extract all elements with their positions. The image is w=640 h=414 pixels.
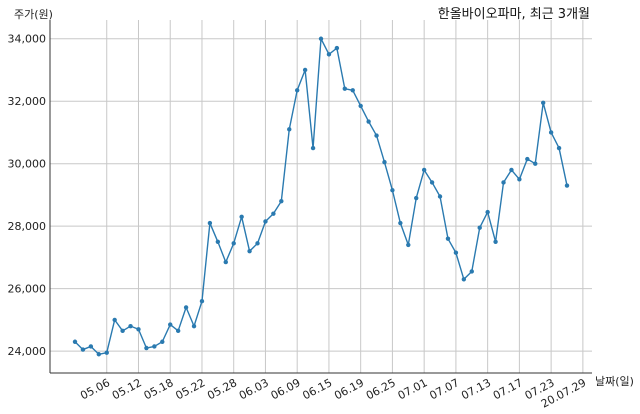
data-point (509, 167, 514, 173)
x-tick-label: 05.12 (110, 376, 144, 402)
data-point (160, 339, 165, 344)
y-tick-label: 34,000 (8, 33, 47, 46)
data-point (429, 180, 435, 185)
data-point (548, 130, 554, 135)
y-tick-label: 24,000 (8, 345, 47, 358)
x-tick-label: 07.07 (427, 376, 461, 402)
data-point (366, 119, 371, 124)
data-point (294, 88, 300, 93)
y-tick-label: 26,000 (8, 283, 47, 296)
data-point (112, 317, 117, 323)
data-point (183, 305, 189, 310)
data-point (191, 323, 197, 329)
y-tick-labels: 24,000 26,000 28,000 30,000 32,000 34,000 (8, 33, 47, 358)
data-point (374, 133, 379, 138)
data-point (334, 45, 340, 51)
x-tick-label: 05.18 (142, 376, 176, 402)
x-axis-label: 날짜(일) (595, 374, 634, 388)
data-point (501, 180, 506, 185)
data-point (152, 344, 157, 349)
x-tick-label: 05.28 (205, 376, 239, 402)
x-tick-label: 07.17 (491, 376, 525, 402)
data-point (199, 298, 205, 304)
x-tick-labels: 05.0605.1205.1805.2205.2806.0306.0906.15… (78, 376, 588, 410)
data-point (287, 127, 292, 132)
y-tick-label: 28,000 (8, 220, 47, 233)
x-tick-label: 06.25 (364, 376, 398, 402)
data-point (88, 344, 94, 349)
x-tick-label: 05.22 (173, 376, 207, 402)
y-tick-label: 30,000 (8, 158, 47, 171)
data-point (390, 188, 395, 193)
data-point (120, 328, 125, 334)
data-point (525, 156, 530, 162)
data-point (247, 248, 252, 254)
data-point (231, 241, 236, 246)
x-tick-label: 07.01 (396, 376, 430, 402)
y-axis-label: 주가(원) (14, 8, 53, 21)
x-tick-label: 05.06 (78, 376, 112, 402)
data-point (72, 339, 78, 344)
grid-lines (50, 20, 592, 373)
data-point (556, 145, 562, 151)
x-tick-label: 06.03 (237, 376, 271, 402)
data-point (326, 52, 332, 57)
data-point (445, 236, 451, 241)
x-tick-label: 06.19 (332, 376, 366, 402)
data-point (533, 161, 538, 166)
data-point (382, 159, 387, 165)
data-point (96, 352, 102, 357)
data-point (128, 323, 133, 329)
data-point (168, 322, 173, 327)
data-point (175, 328, 181, 334)
data-point (469, 269, 474, 274)
data-point (421, 167, 427, 173)
data-point (207, 220, 213, 226)
data-point (223, 259, 228, 265)
data-point (485, 209, 490, 215)
data-point (477, 225, 482, 230)
data-point (271, 211, 276, 216)
data-point (144, 345, 149, 351)
data-point (215, 239, 221, 244)
data-point (302, 67, 308, 73)
data-point (80, 347, 86, 352)
x-tick-label: 06.15 (300, 376, 334, 402)
data-point (104, 350, 109, 355)
data-point (136, 327, 141, 332)
data-point (461, 277, 467, 282)
y-tick-label: 32,000 (8, 95, 47, 108)
data-point (493, 239, 498, 244)
data-point (406, 242, 411, 248)
data-point (310, 145, 316, 151)
data-point (279, 198, 284, 204)
data-point (358, 103, 363, 109)
data-point (437, 194, 443, 199)
data-point (517, 177, 522, 182)
data-point (318, 36, 324, 41)
chart-title: 한올바이오파마, 최근 3개월 (438, 7, 590, 22)
data-point (239, 214, 244, 220)
data-point (414, 195, 419, 201)
data-point (453, 250, 459, 255)
axes (49, 20, 592, 374)
data-point (342, 86, 348, 91)
data-point (263, 219, 268, 224)
data-point (350, 88, 355, 93)
price-series (72, 36, 570, 357)
data-point (540, 100, 546, 105)
price-line (74, 38, 568, 355)
data-point (398, 220, 403, 226)
x-tick-label: 06.09 (269, 376, 303, 402)
data-point (255, 241, 260, 246)
x-tick-label: 07.13 (459, 376, 493, 402)
data-point (564, 183, 570, 188)
